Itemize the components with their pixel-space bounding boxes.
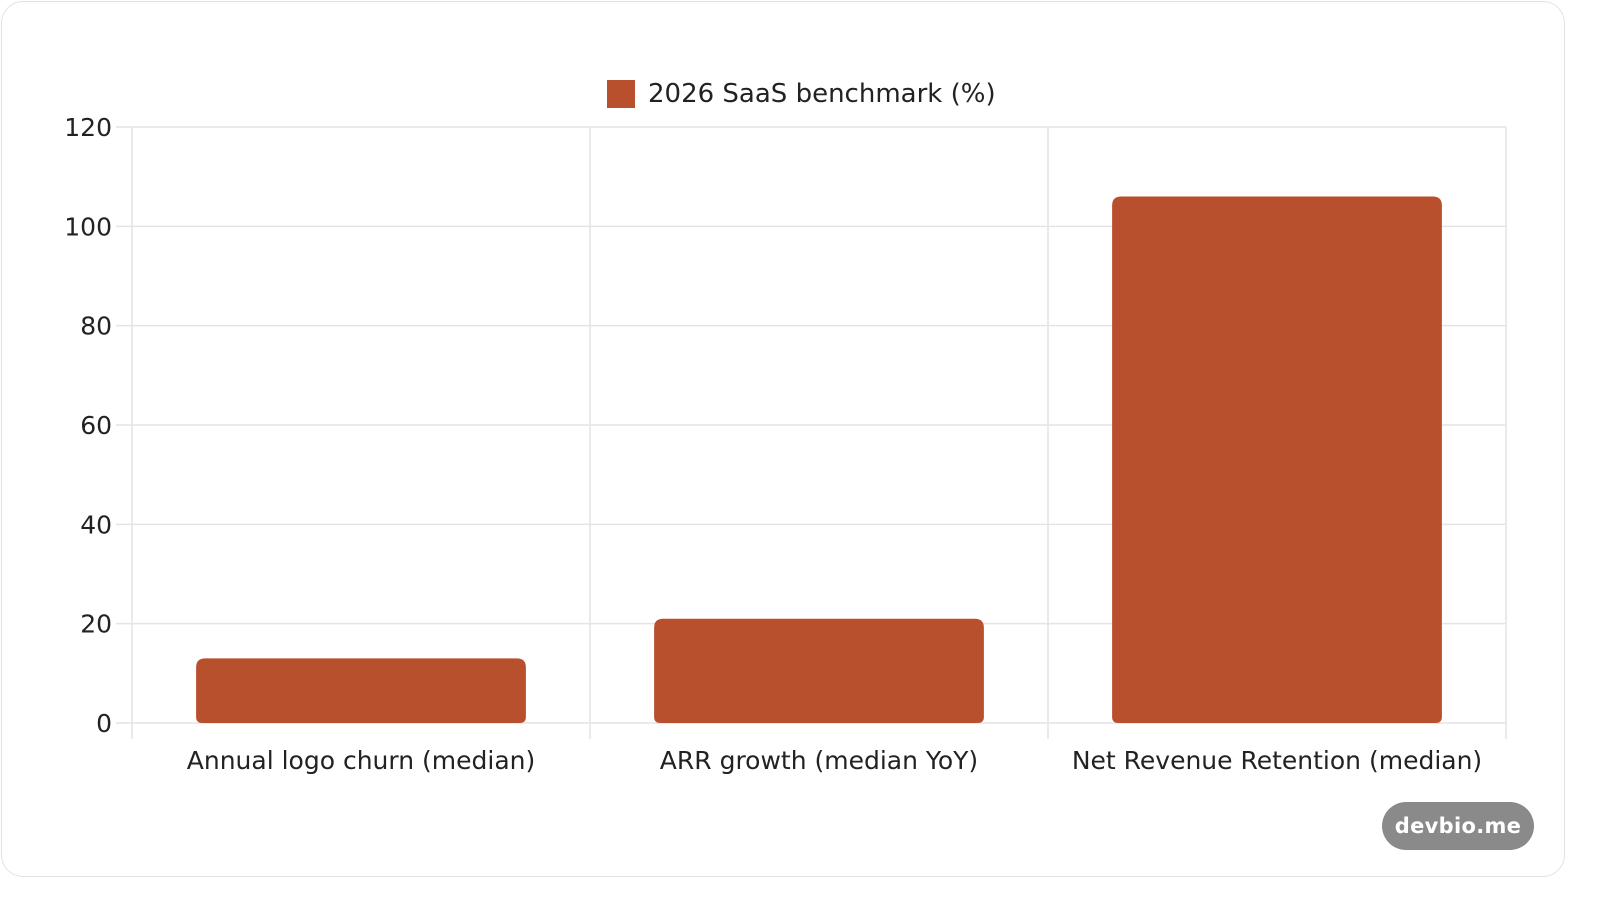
y-tick-label: 40 (80, 510, 112, 539)
bar-2[interactable] (1112, 196, 1442, 724)
legend-swatch (607, 80, 635, 108)
legend-label: 2026 SaaS benchmark (%) (648, 79, 996, 109)
legend[interactable]: 2026 SaaS benchmark (%) (607, 79, 996, 109)
x-axis-ticks: Annual logo churn (median) ARR growth (me… (187, 746, 1482, 775)
x-tick-label: Annual logo churn (median) (187, 746, 536, 775)
x-tick-label: Net Revenue Retention (median) (1072, 746, 1482, 775)
watermark-badge[interactable]: devbio.me (1382, 802, 1534, 850)
bar-1[interactable] (654, 618, 984, 723)
y-tick-label: 80 (80, 312, 112, 341)
y-tick-label: 120 (64, 113, 112, 142)
y-tick-label: 0 (96, 709, 112, 738)
bar-0[interactable] (196, 658, 526, 723)
bars (196, 196, 1442, 724)
y-tick-label: 20 (80, 610, 112, 639)
x-tick-label: ARR growth (median YoY) (660, 746, 978, 775)
y-axis-ticks: 0 20 40 60 80 100 120 (64, 113, 112, 738)
y-tick-label: 60 (80, 411, 112, 440)
y-tick-label: 100 (64, 212, 112, 241)
